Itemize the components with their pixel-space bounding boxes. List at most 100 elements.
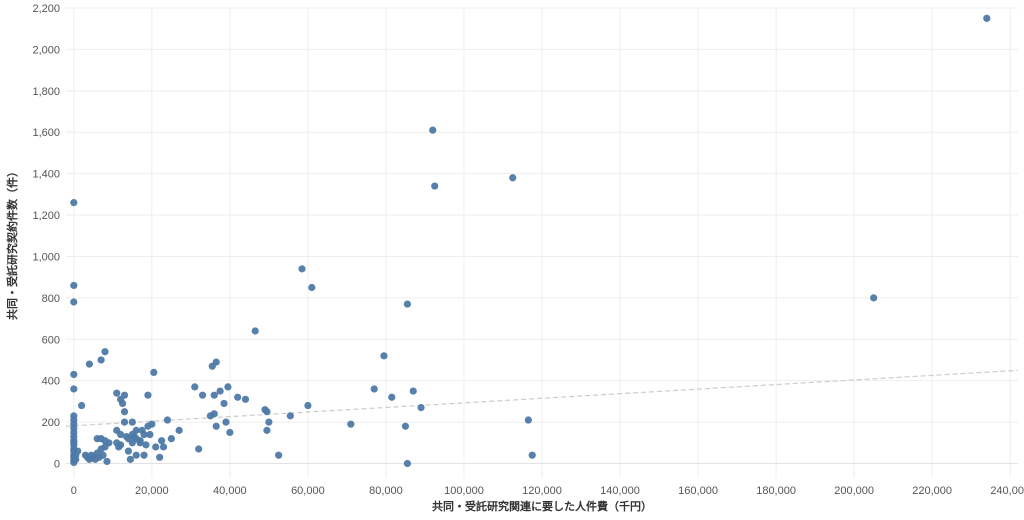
data-point[interactable] [132,426,140,434]
data-point[interactable] [78,401,86,410]
data-point[interactable] [120,418,129,426]
data-point[interactable] [983,14,991,22]
x-tick-label: 100,000 [444,485,484,497]
data-point[interactable] [304,401,312,410]
y-tick-label: 1,800 [32,86,60,98]
data-point[interactable] [117,430,125,439]
data-point[interactable] [298,265,306,273]
data-point[interactable] [524,416,532,424]
data-point[interactable] [251,327,259,335]
data-point[interactable] [241,395,250,403]
data-point[interactable] [117,441,125,449]
data-point[interactable] [870,294,878,302]
data-point[interactable] [74,447,82,455]
data-point[interactable] [113,389,121,397]
data-point[interactable] [167,435,175,443]
data-point[interactable] [429,126,437,134]
data-point[interactable] [234,393,242,401]
data-point[interactable] [72,455,80,463]
data-point[interactable] [265,418,273,426]
data-point[interactable] [140,451,148,459]
y-tick-label: 1,400 [32,169,60,181]
data-point[interactable] [403,459,411,468]
data-point[interactable] [157,437,166,445]
x-tick-label: 140,000 [600,485,640,497]
data-point[interactable] [142,441,150,449]
data-point[interactable] [70,385,78,393]
data-point[interactable] [136,439,144,447]
data-point[interactable] [144,391,152,399]
data-point[interactable] [347,420,355,428]
data-point[interactable] [156,453,164,461]
data-point[interactable] [70,298,78,306]
data-point[interactable] [222,418,230,426]
data-point[interactable] [380,352,388,360]
data-point[interactable] [97,356,105,364]
data-point[interactable] [146,430,154,439]
data-point[interactable] [528,451,536,459]
data-point[interactable] [263,408,271,416]
data-point[interactable] [210,391,218,399]
data-point[interactable] [409,387,417,395]
x-tick-label: 220,000 [912,485,952,497]
x-tick-label: 200,000 [834,485,874,497]
data-point[interactable] [128,418,136,426]
y-tick-label: 400 [42,376,60,388]
data-point[interactable] [417,404,425,412]
data-point[interactable] [220,399,228,408]
data-point[interactable] [226,428,234,437]
x-axis-title: 共同・受託研究関連に要した人件費（千円） [432,499,652,513]
data-point[interactable] [118,399,127,408]
data-point[interactable] [401,422,410,430]
data-point[interactable] [152,443,160,451]
data-point[interactable] [388,393,396,401]
data-point[interactable] [70,199,78,207]
data-point[interactable] [431,182,439,190]
data-point[interactable] [99,451,107,459]
y-tick-label: 2,200 [32,3,60,15]
data-point[interactable] [216,387,224,395]
data-point[interactable] [191,383,199,391]
data-point[interactable] [275,451,283,459]
data-point[interactable] [124,447,133,455]
data-point[interactable] [308,283,316,292]
data-point[interactable] [370,385,378,393]
x-tick-label: 120,000 [522,485,562,497]
data-point[interactable] [159,443,168,451]
data-point[interactable] [509,174,517,182]
x-tick-label: 40,000 [213,485,247,497]
data-point[interactable] [163,416,172,424]
data-point[interactable] [101,348,109,356]
data-point[interactable] [403,300,411,308]
data-point[interactable] [224,383,232,391]
data-point[interactable] [85,360,94,368]
data-point[interactable] [212,422,220,430]
data-point[interactable] [70,281,78,290]
data-point[interactable] [103,457,111,466]
x-tick-label: 240,000 [990,485,1024,497]
data-point[interactable] [126,455,134,463]
data-point[interactable] [105,439,113,447]
data-point[interactable] [195,445,203,453]
grid [66,7,1018,478]
data-point[interactable] [120,391,129,399]
data-point[interactable] [198,391,207,399]
data-point[interactable] [263,426,271,434]
y-tick-label: 600 [42,334,60,346]
data-point[interactable] [175,426,183,434]
data-point[interactable] [70,370,78,379]
y-tick-label: 800 [42,293,60,305]
data-point[interactable] [148,420,156,428]
x-tick-label: 0 [71,485,77,497]
y-axis-title: 共同・受託研究契約件数（件） [5,166,19,320]
y-tick-label: 0 [54,459,60,471]
data-point[interactable] [140,430,148,439]
data-point[interactable] [286,412,294,420]
data-point[interactable] [120,408,129,416]
data-point[interactable] [210,410,218,418]
data-point[interactable] [150,368,158,377]
data-point[interactable] [132,451,140,459]
data-point[interactable] [212,358,220,366]
